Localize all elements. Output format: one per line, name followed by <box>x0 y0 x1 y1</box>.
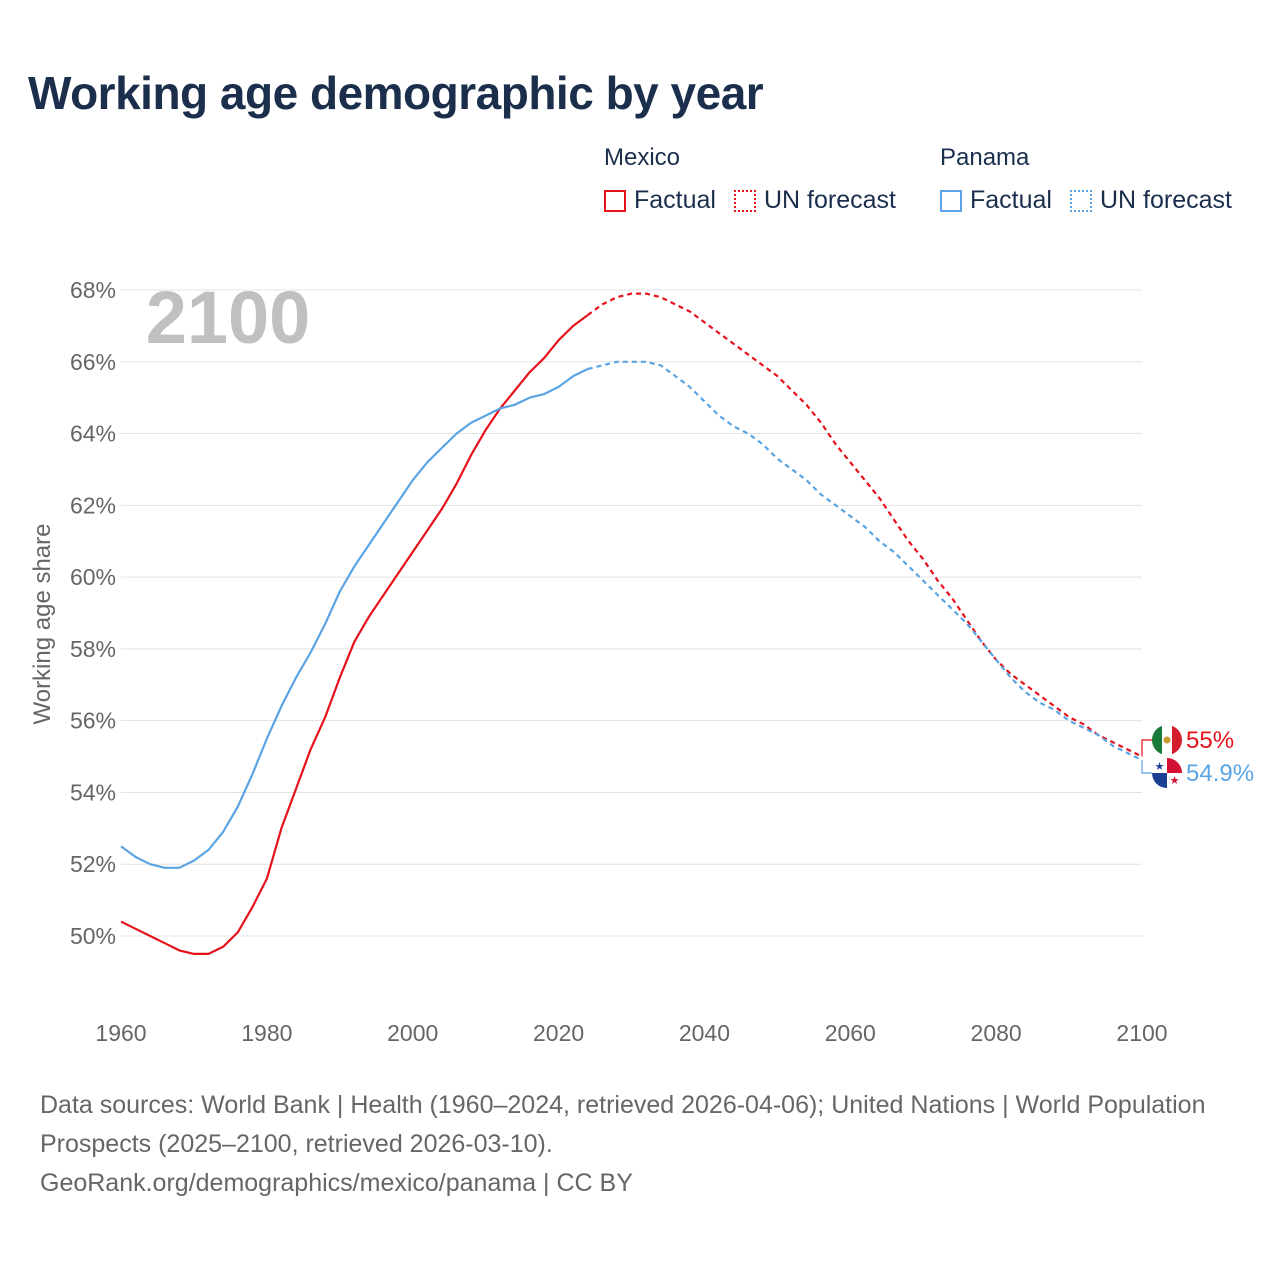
legend-mexico-factual-label: Factual <box>634 186 716 214</box>
footer: Data sources: World Bank | Health (1960–… <box>40 1086 1220 1203</box>
legend-mexico-forecast-label: UN forecast <box>763 186 896 214</box>
footer-attribution[interactable]: GeoRank.org/demographics/mexico/panama |… <box>40 1169 633 1197</box>
legend-panama-factual-swatch <box>940 189 962 212</box>
legend-mexico-forecast[interactable]: UN forecast <box>733 186 896 215</box>
series-line-panama-factual[interactable] <box>120 368 589 869</box>
legend-mexico-name: Mexico <box>604 144 681 171</box>
end-label-panama: 54.9% <box>1186 760 1254 787</box>
chart-title: Working age demographic by year <box>28 67 764 119</box>
footer-sources: Data sources: World Bank | Health (1960–… <box>40 1091 1206 1158</box>
y-tick-label: 60% <box>70 564 116 590</box>
y-tick-label: 68% <box>70 277 116 303</box>
legend-mexico-factual-swatch <box>604 189 626 212</box>
series-line-mexico-factual[interactable] <box>120 314 589 955</box>
series-lines <box>120 292 1143 955</box>
end-connector-mexico <box>1141 739 1153 757</box>
x-tick-label: 1960 <box>95 1020 146 1046</box>
legend-panama-name: Panama <box>940 144 1030 171</box>
svg-text:★: ★ <box>1155 760 1165 773</box>
mexico-flag-icon <box>1152 725 1182 755</box>
x-tick-label: 2040 <box>679 1020 730 1046</box>
legend-mexico-forecast-swatch <box>733 189 756 212</box>
legend-panama: Panama Factual UN forecast <box>940 144 1250 215</box>
y-tick-label: 56% <box>70 708 116 734</box>
y-axis-label: Working age share <box>29 524 56 725</box>
legend-panama-forecast[interactable]: UN forecast <box>1069 186 1232 215</box>
x-axis-ticks: 1960 1980 2000 2020 2040 2060 2080 2100 <box>95 1020 1167 1046</box>
y-tick-label: 66% <box>70 349 116 375</box>
x-tick-label: 2020 <box>533 1020 584 1046</box>
x-tick-label: 2060 <box>825 1020 876 1046</box>
y-tick-label: 52% <box>70 851 116 877</box>
end-markers: ★★55%54.9% <box>1141 725 1254 788</box>
y-tick-label: 58% <box>70 636 116 662</box>
panama-flag-icon: ★★ <box>1152 758 1182 788</box>
series-line-panama-forecast[interactable] <box>587 360 1143 762</box>
year-watermark: 2100 <box>146 276 311 359</box>
line-chart: 50% 52% 54% 56% 58% 60% 62% 64% 66% 68% 1960 1980 2… <box>29 276 1254 1046</box>
legend-panama-factual[interactable]: Factual <box>940 186 1052 215</box>
legend-mexico: Mexico Factual UN forecast <box>604 144 914 215</box>
y-tick-label: 50% <box>70 923 116 949</box>
y-tick-label: 62% <box>70 492 116 518</box>
grid-lines <box>121 289 1142 937</box>
legend-panama-forecast-label: UN forecast <box>1099 186 1232 214</box>
y-axis-ticks: 50% 52% 54% 56% 58% 60% 62% 64% 66% 68% <box>70 277 116 949</box>
x-tick-label: 2080 <box>971 1020 1022 1046</box>
x-tick-label: 1980 <box>241 1020 292 1046</box>
x-tick-label: 2000 <box>387 1020 438 1046</box>
y-tick-label: 54% <box>70 779 116 805</box>
legend-panama-factual-label: Factual <box>970 186 1052 214</box>
legend-panama-forecast-swatch <box>1069 189 1092 212</box>
x-tick-label: 2100 <box>1116 1020 1167 1046</box>
y-tick-label: 64% <box>70 421 116 447</box>
end-connector-panama <box>1141 760 1153 774</box>
series-line-mexico-forecast[interactable] <box>587 292 1143 758</box>
legend-mexico-factual[interactable]: Factual <box>604 186 716 215</box>
end-label-mexico: 55% <box>1186 727 1234 754</box>
svg-text:★: ★ <box>1170 774 1180 787</box>
